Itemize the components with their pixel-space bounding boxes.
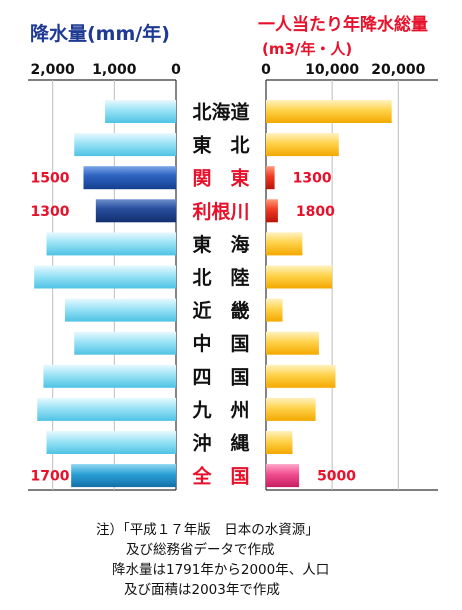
left-bar: [71, 464, 176, 488]
left-data-label: 1300: [31, 204, 70, 220]
left-bar: [105, 100, 176, 123]
right-bar: [266, 464, 300, 488]
right-bar: [266, 199, 278, 223]
right-tick-label: 20,000: [371, 62, 425, 78]
left-bar: [46, 431, 176, 454]
left-bar: [37, 397, 176, 421]
right-tick-label: 0: [261, 62, 271, 78]
category-label: 利根川: [192, 200, 249, 223]
right-data-label: 1300: [293, 171, 332, 187]
category-label: 沖 縄: [192, 432, 249, 455]
category-label: 中 国: [192, 332, 249, 355]
left-bar: [74, 331, 176, 355]
category-label: 東 北: [192, 134, 249, 157]
left-bar: [83, 166, 176, 190]
category-label: 全 国: [191, 465, 249, 488]
right-bar: [266, 397, 316, 421]
right-data-label: 1800: [296, 204, 335, 220]
left-data-label: 1700: [31, 469, 70, 485]
left-bar: [65, 298, 176, 322]
right-chart-subtitle: (m3/年・人): [262, 40, 352, 58]
right-tick-label: 10,000: [305, 62, 359, 78]
right-bar: [266, 166, 275, 190]
category-label: 九 州: [191, 399, 249, 421]
category-label: 四 国: [192, 366, 249, 388]
category-label: 北 陸: [192, 266, 249, 289]
right-bar: [266, 265, 333, 289]
left-bar: [43, 364, 176, 388]
category-label: 東 海: [192, 233, 249, 256]
category-label: 近 畿: [192, 299, 249, 322]
right-bar: [266, 232, 303, 256]
category-label: 関 東: [192, 167, 249, 190]
left-tick-label: 1,000: [92, 62, 137, 78]
right-bar: [266, 298, 283, 322]
right-chart-title: 一人当たり年降水総量: [258, 14, 428, 35]
left-chart-title: 降水量(mm/年): [30, 22, 170, 45]
right-bar: [266, 431, 293, 454]
note-line-2: 及び総務省データで作成: [126, 542, 275, 558]
left-bar: [74, 133, 176, 157]
left-tick-label: 2,000: [31, 62, 76, 78]
right-bar: [266, 133, 339, 157]
left-bar: [46, 232, 176, 256]
right-data-label: 5000: [317, 469, 356, 485]
note-line-1: 注）「平成１７年版 日本の水資源」: [96, 522, 319, 538]
left-tick-label: 0: [171, 62, 181, 78]
note-line-3: 降水量は1791年から2000年、人口: [112, 562, 330, 578]
right-bar: [266, 331, 319, 355]
left-bar: [34, 265, 176, 289]
left-bar: [95, 199, 176, 223]
category-label: 北海道: [192, 101, 249, 124]
right-bar: [266, 100, 392, 123]
right-bar: [266, 364, 336, 388]
left-data-label: 1500: [31, 171, 70, 187]
note-line-4: 及び面積は2003年で作成: [124, 582, 280, 598]
